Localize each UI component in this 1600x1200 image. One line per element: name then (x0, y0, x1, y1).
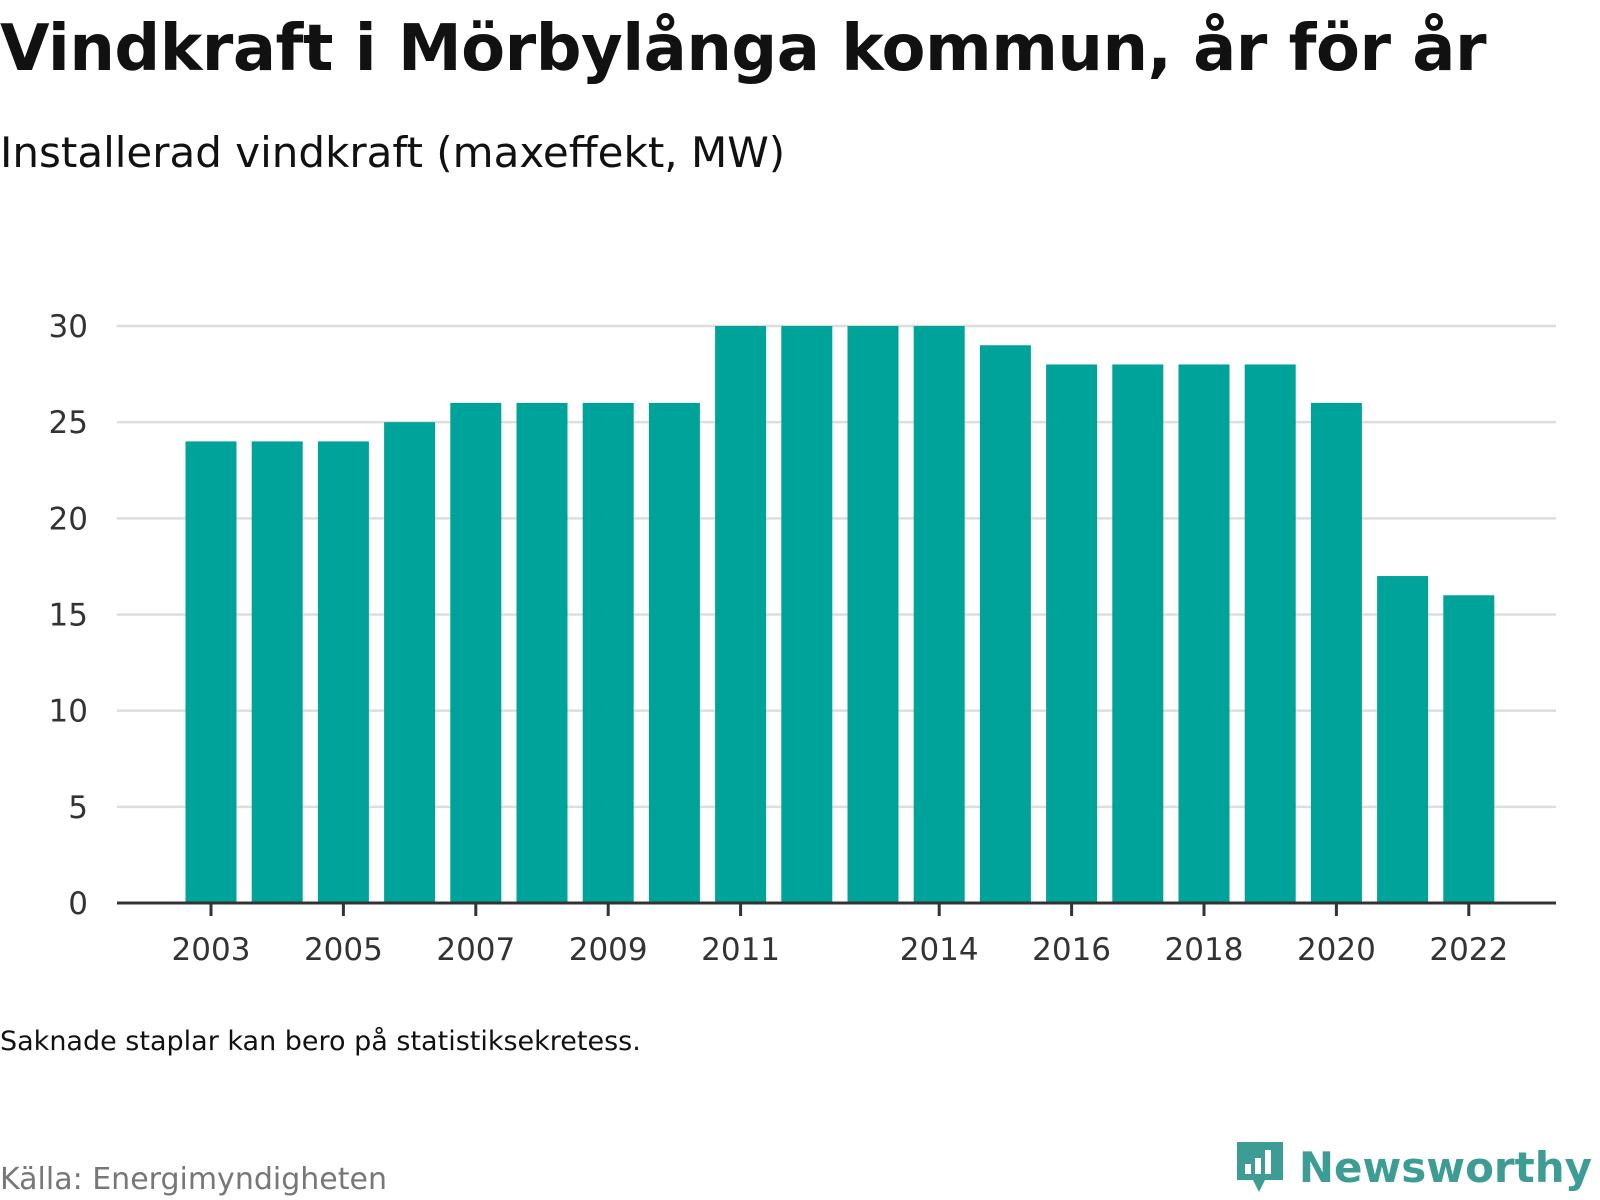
bar-2007 (450, 402, 502, 903)
x-tick-label: 2016 (1032, 932, 1111, 968)
y-tick-label: 20 (49, 501, 88, 537)
chart-title: Vindkraft i Mörbylånga kommun, år för år (0, 12, 1487, 86)
bar-2003 (185, 441, 237, 903)
bar-2009 (582, 402, 634, 903)
source-label: Källa: Energimyndigheten (0, 1162, 387, 1197)
bar-chart-speech-bubble-icon (1236, 1142, 1283, 1192)
bar-2019 (1244, 364, 1296, 903)
bar-2022 (1443, 595, 1495, 903)
bar-2012 (781, 326, 833, 903)
bar-2021 (1377, 576, 1429, 903)
x-tick-label: 2009 (569, 932, 648, 968)
x-tick-label: 2020 (1297, 932, 1376, 968)
footnote: Saknade staplar kan bero på statistiksek… (0, 1026, 641, 1057)
bar-2013 (847, 326, 899, 903)
bar-2011 (715, 326, 767, 903)
chart-subtitle: Installerad vindkraft (maxeffekt, MW) (0, 128, 786, 177)
bar-2014 (913, 326, 965, 903)
brand-name: Newsworthy (1298, 1142, 1592, 1192)
x-tick-label: 2005 (304, 932, 383, 968)
x-tick-label: 2011 (701, 932, 780, 968)
y-tick-label: 30 (49, 309, 88, 345)
x-tick-label: 2003 (172, 932, 251, 968)
y-axis-ticks: 0 5 10 15 20 25 30 (49, 309, 88, 922)
x-tick-label: 2014 (900, 932, 979, 968)
bars (185, 326, 1495, 903)
bar-2016 (1046, 364, 1098, 903)
bar-2008 (516, 402, 568, 903)
bar-chart: 0 5 10 15 20 25 30 2003 2005 2007 2009 2011 2014 201… (49, 309, 1556, 968)
bar-2010 (648, 402, 700, 903)
bar-2017 (1112, 364, 1164, 903)
bar-2018 (1178, 364, 1230, 903)
y-tick-label: 0 (68, 886, 88, 922)
y-tick-label: 25 (49, 405, 88, 441)
y-tick-label: 5 (68, 790, 88, 826)
bar-2015 (979, 345, 1031, 903)
x-axis-ticks: 2003 2005 2007 2009 2011 2014 2016 2018 2020 2022 (172, 903, 1508, 968)
y-tick-label: 15 (49, 598, 88, 634)
bar-2006 (384, 422, 436, 903)
bar-2020 (1310, 402, 1362, 903)
x-tick-label: 2022 (1429, 932, 1508, 968)
y-tick-label: 10 (49, 694, 88, 730)
bar-2005 (317, 441, 369, 903)
x-tick-label: 2018 (1165, 932, 1244, 968)
brand-logo: Newsworthy (1235, 1140, 1592, 1194)
bar-2004 (251, 441, 303, 903)
x-tick-label: 2007 (436, 932, 515, 968)
